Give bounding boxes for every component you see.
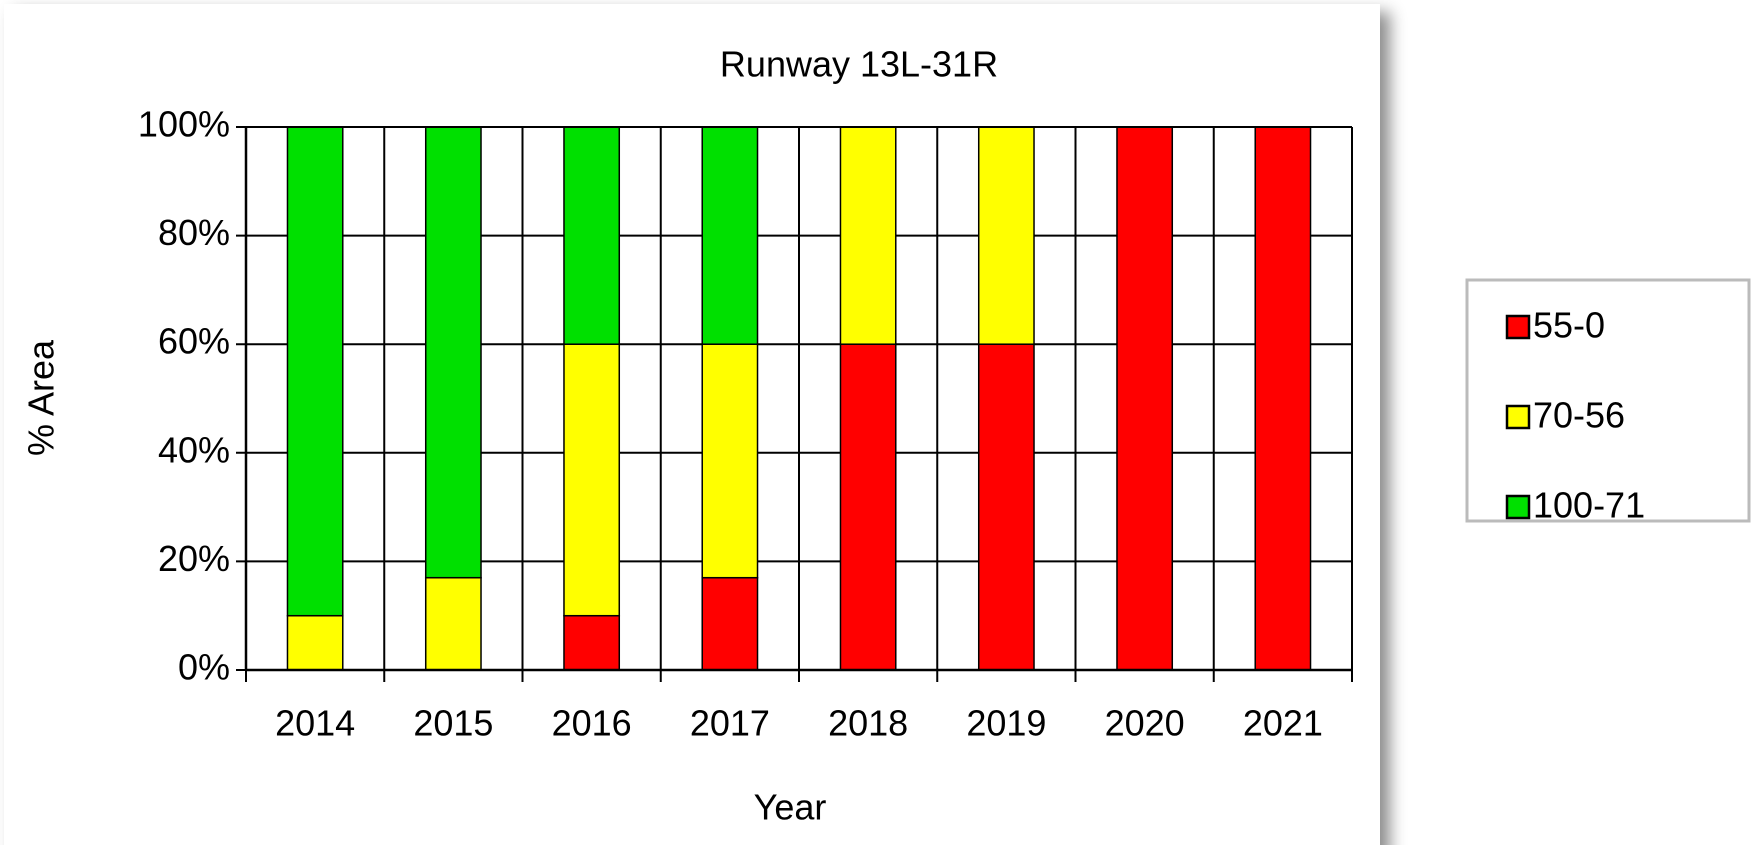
x-tick-label: 2018	[828, 703, 908, 744]
bar-segment	[286, 126, 344, 617]
bar-segment	[977, 343, 1035, 671]
x-tick-label: 2019	[966, 703, 1046, 744]
legend-swatch	[1505, 494, 1531, 520]
y-tick-label: 20%	[158, 538, 230, 579]
x-tick-label: 2014	[275, 703, 355, 744]
bar-segment	[424, 126, 482, 579]
bar-segment	[701, 126, 759, 345]
bar-segment	[424, 576, 482, 671]
x-tick-label: 2015	[413, 703, 493, 744]
x-tick-label: 2020	[1105, 703, 1185, 744]
x-tick-label: 2016	[552, 703, 632, 744]
y-axis-label: % Area	[21, 339, 62, 456]
legend-label: 70-56	[1533, 395, 1625, 436]
legend-label: 55-0	[1533, 305, 1605, 346]
x-axis-label: Year	[754, 787, 827, 828]
y-tick-label: 100%	[138, 104, 230, 145]
bar-segment	[286, 614, 344, 671]
y-tick-label: 60%	[158, 321, 230, 362]
bar-segment	[1116, 126, 1174, 671]
bar-segment	[1254, 126, 1312, 671]
legend-swatch	[1505, 404, 1531, 430]
bar-segment	[701, 343, 759, 579]
legend-label: 100-71	[1533, 485, 1645, 526]
y-tick-label: 0%	[178, 647, 230, 688]
chart-title: Runway 13L-31R	[720, 44, 998, 85]
bar-segment	[701, 576, 759, 671]
bar-segment	[563, 614, 621, 671]
x-tick-label: 2021	[1243, 703, 1323, 744]
bar-segment	[563, 126, 621, 345]
bar-segment	[839, 126, 897, 345]
bar-segment	[839, 343, 897, 671]
y-tick-label: 40%	[158, 429, 230, 470]
legend-swatch	[1505, 314, 1531, 340]
y-tick-label: 80%	[158, 212, 230, 253]
x-tick-label: 2017	[690, 703, 770, 744]
bar-segment	[563, 343, 621, 617]
bar-segment	[977, 126, 1035, 345]
